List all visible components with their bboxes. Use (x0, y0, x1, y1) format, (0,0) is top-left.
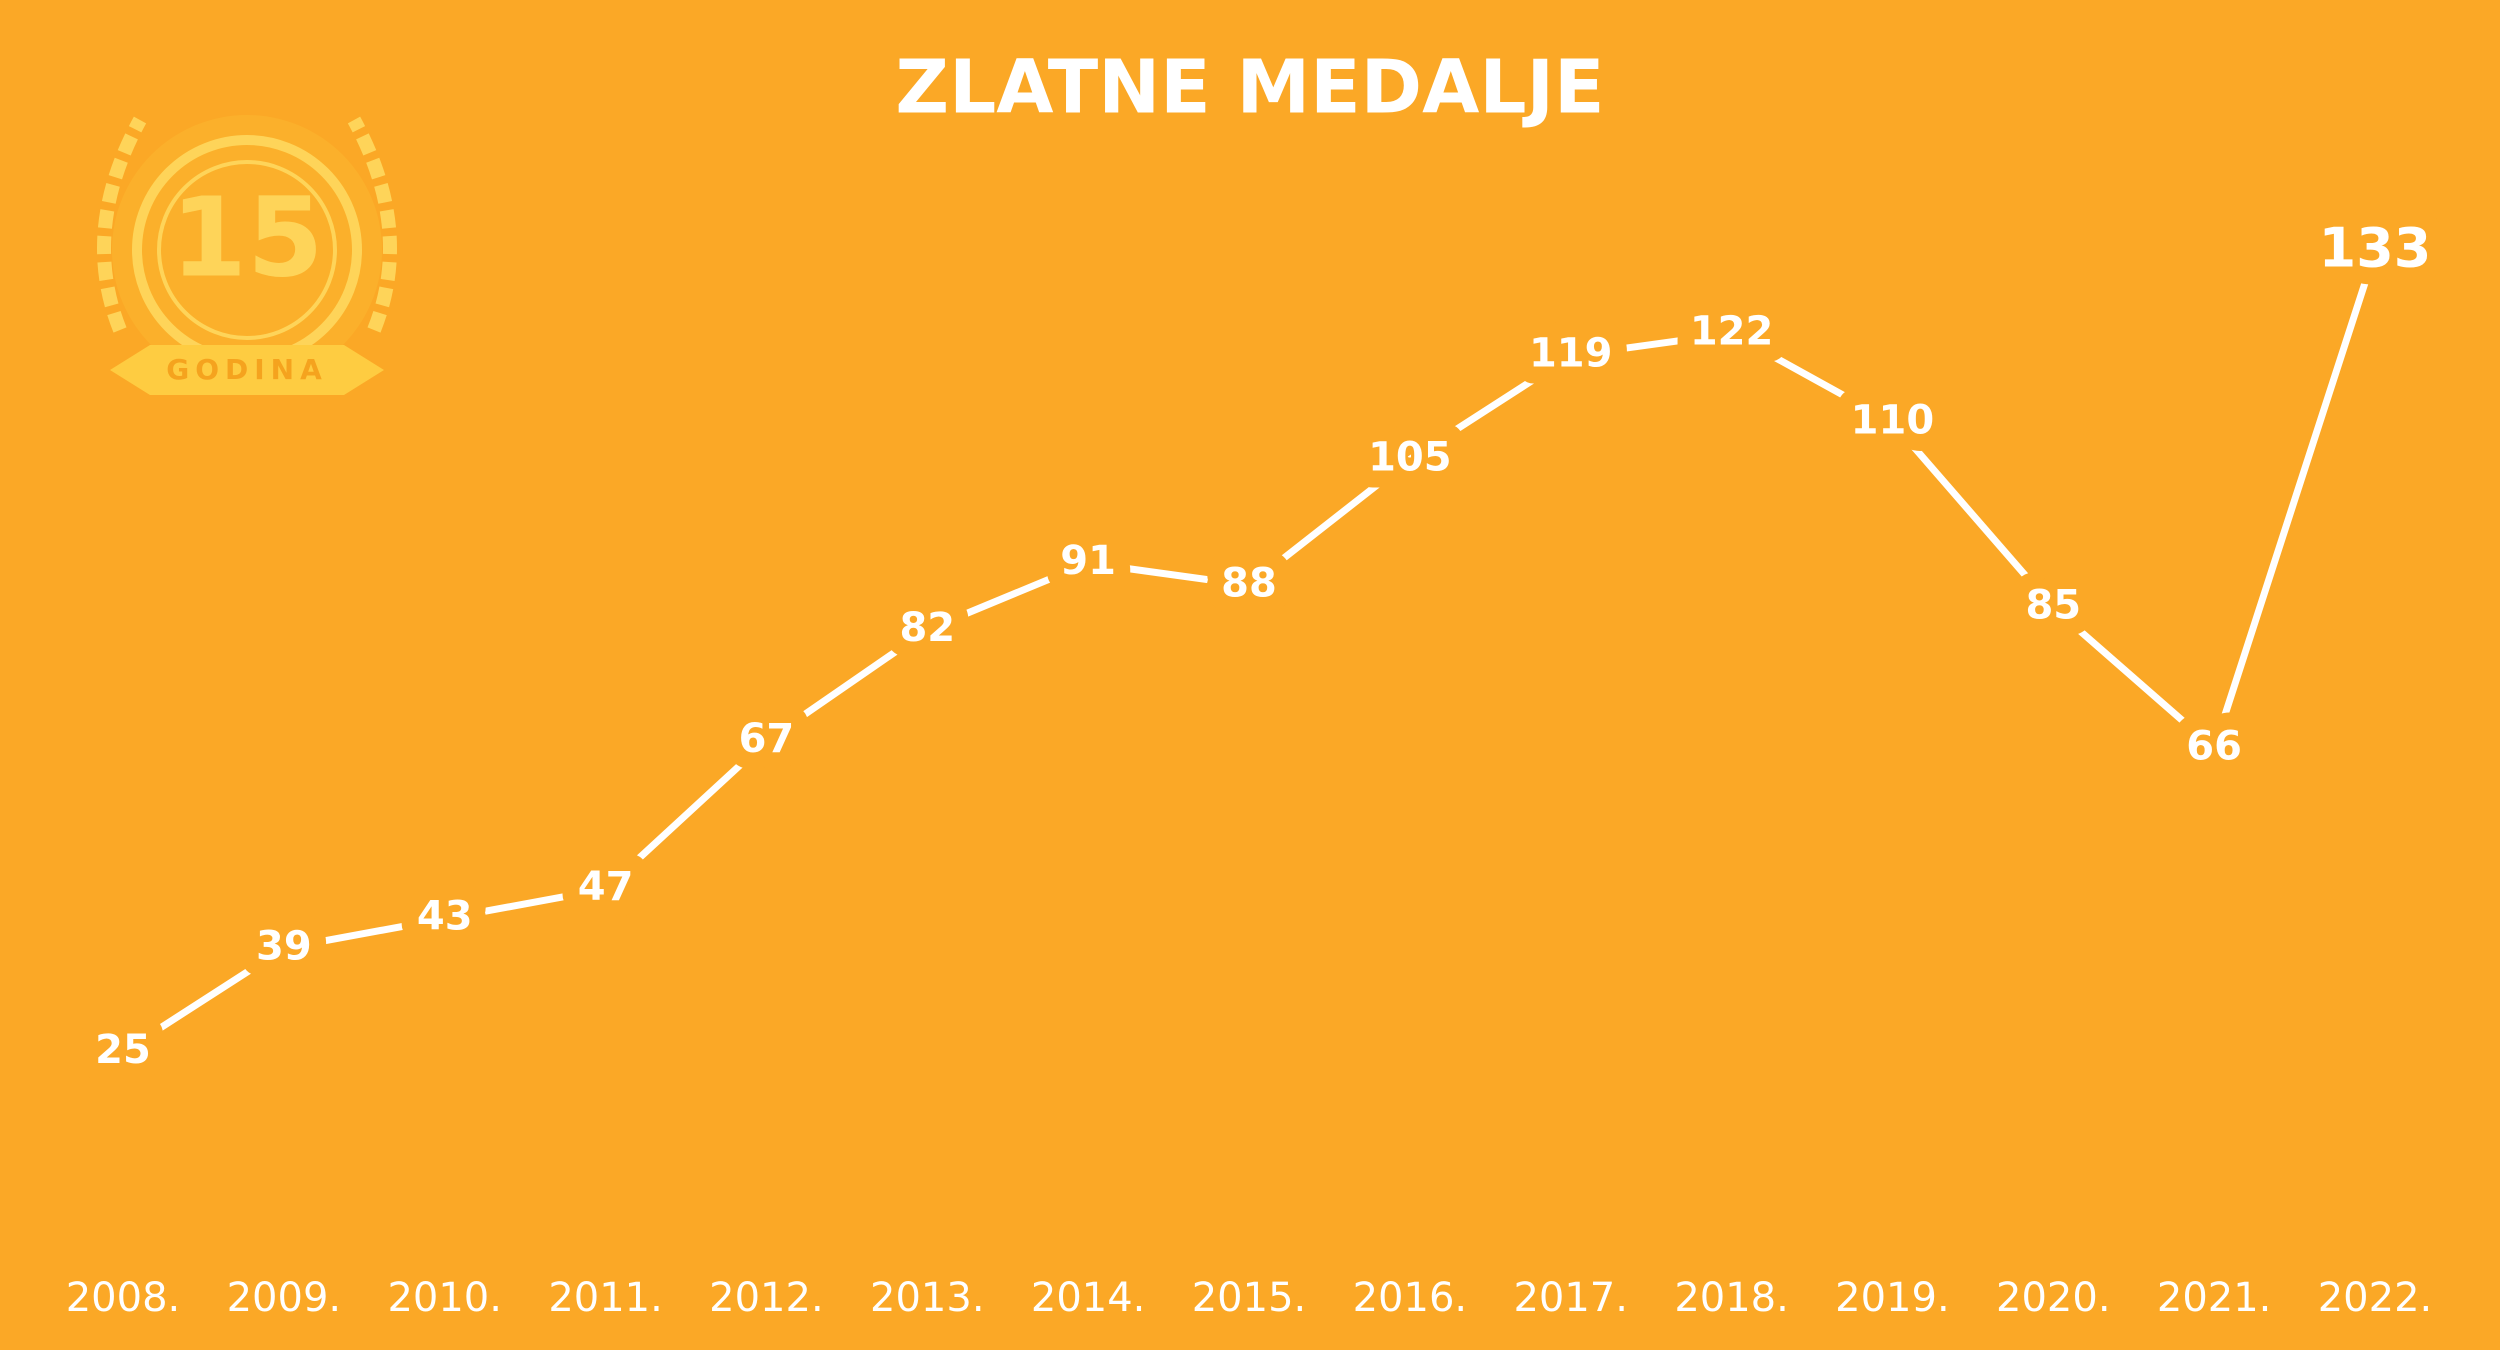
line (121, 250, 2379, 1055)
value-label: 110 (1851, 397, 1935, 443)
value-label: 91 (1060, 538, 1116, 584)
x-tick-label: 2012. (709, 1275, 824, 1321)
value-label: 133 (2319, 217, 2432, 280)
logo: 15 GODINA (97, 115, 397, 395)
x-tick-label: 2016. (1353, 1275, 1468, 1321)
value-label: 122 (1690, 308, 1774, 354)
value-label: 119 (1529, 331, 1613, 377)
logo-number: 15 (170, 173, 323, 301)
value-label: 67 (739, 716, 795, 762)
value-label: 82 (899, 605, 955, 651)
x-tick-label: 2015. (1192, 1275, 1307, 1321)
x-tick-label: 2014. (1031, 1275, 1146, 1321)
x-tick-label: 2008. (66, 1275, 181, 1321)
value-label: 39 (256, 923, 312, 969)
logo-ring (157, 160, 337, 340)
x-tick-label: 2022. (2318, 1275, 2433, 1321)
x-tick-label: 2013. (870, 1275, 985, 1321)
x-tick-label: 2010. (387, 1275, 502, 1321)
x-tick-label: 2011. (548, 1275, 663, 1321)
value-label: 25 (95, 1027, 151, 1073)
x-tick-label: 2018. (1674, 1275, 1789, 1321)
value-label: 66 (2186, 723, 2242, 769)
x-tick-label: 2019. (1835, 1275, 1950, 1321)
logo-ribbon (110, 345, 384, 395)
value-label: 85 (2025, 583, 2081, 629)
logo-laurel (97, 116, 397, 333)
value-label: 105 (1368, 434, 1452, 480)
value-label: 47 (578, 864, 634, 910)
chart-title: ZLATNE MEDALJE (895, 45, 1604, 131)
x-tick-label: 2021. (2157, 1275, 2272, 1321)
logo-glow (112, 115, 382, 385)
x-tick-label: 2009. (227, 1275, 342, 1321)
logo-label: GODINA (166, 353, 328, 386)
value-label: 88 (1221, 560, 1277, 606)
value-label: 43 (417, 894, 473, 940)
x-tick-label: 2017. (1513, 1275, 1628, 1321)
x-tick-label: 2020. (1996, 1275, 2111, 1321)
